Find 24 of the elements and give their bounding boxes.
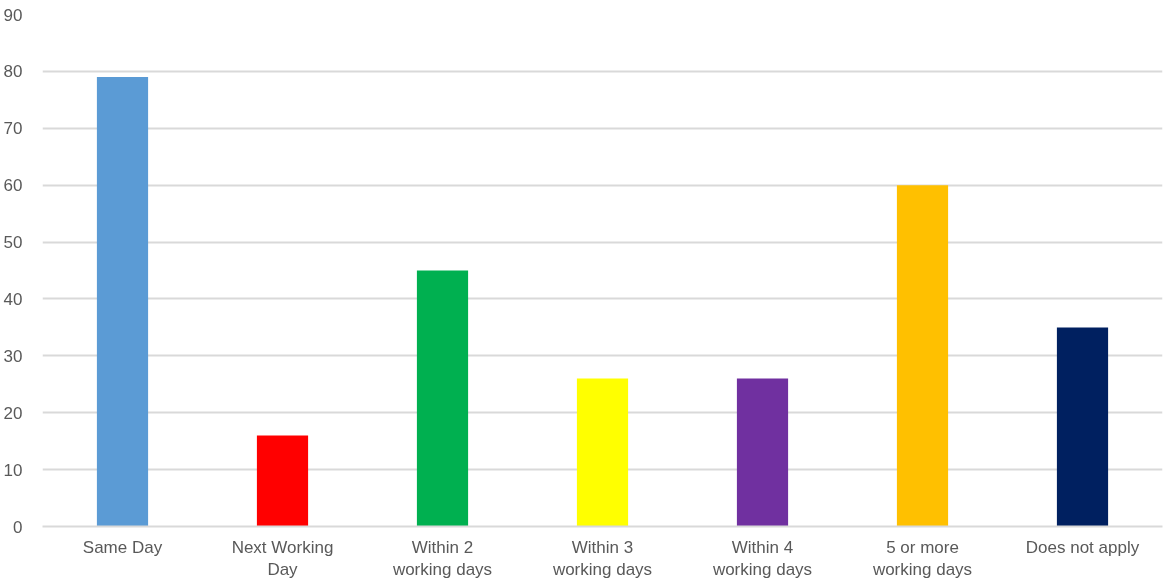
y-tick-label: 80 [3, 62, 23, 82]
y-tick-label: 70 [3, 119, 23, 139]
bar [1056, 327, 1109, 527]
y-tick-label: 10 [3, 460, 23, 480]
y-tick-label: 40 [3, 289, 23, 309]
x-tick-label: Within 4 working days [711, 537, 813, 580]
x-tick-label: 5 or more working days [871, 537, 973, 580]
y-tick-label: 0 [13, 517, 23, 537]
x-tick-label: Does not apply [1025, 537, 1140, 557]
bar [576, 378, 629, 527]
x-tick-label: Within 3 working days [551, 537, 653, 580]
y-tick-label: 50 [3, 233, 23, 253]
bar [736, 378, 789, 527]
bar [96, 77, 149, 527]
bar [896, 185, 949, 527]
x-tick-label: Next Working Day [231, 537, 334, 580]
bar [416, 270, 469, 527]
bar [256, 435, 309, 527]
y-tick-label: 60 [3, 176, 23, 196]
y-tick-label: 90 [3, 5, 23, 25]
x-tick-label: Within 2 working days [391, 537, 493, 580]
y-tick-label: 20 [3, 403, 23, 423]
x-tick-label: Same Day [82, 537, 163, 557]
y-tick-label: 30 [3, 346, 23, 366]
